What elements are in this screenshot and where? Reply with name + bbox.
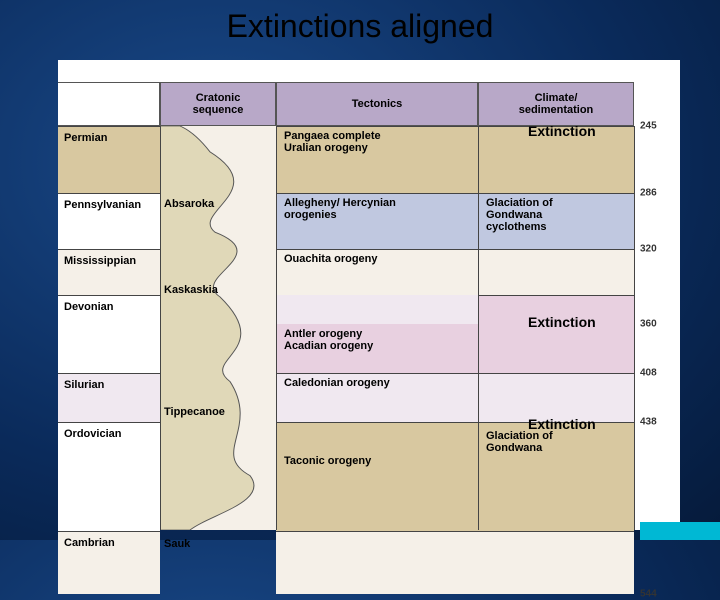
tectonics-label: Pangaea completeUralian orogeny (276, 126, 478, 154)
extinction-label: Extinction (528, 314, 596, 330)
tectonics-label: Ouachita orogeny (276, 249, 478, 265)
tectonics-band (276, 422, 478, 531)
age-label: 286 (640, 188, 657, 199)
climate-band (478, 531, 634, 594)
slide-title: Extinctions aligned (0, 0, 720, 51)
geologic-chart: Cratonicsequence Tectonics Climate/sedim… (58, 60, 680, 530)
tectonics-label: Antler orogenyAcadian orogeny (276, 324, 478, 352)
climate-label: Glaciation ofGondwanacyclothems (478, 193, 634, 233)
period-label: Permian (58, 132, 160, 144)
gridline (160, 126, 161, 530)
extinction-label: Extinction (528, 123, 596, 139)
period-label: Pennsylvanian (58, 199, 160, 211)
age-label: 544 (640, 589, 657, 600)
period-label: Ordovician (58, 428, 160, 440)
header-tectonics: Tectonics (276, 82, 478, 126)
age-label: 408 (640, 368, 657, 379)
period-label: Silurian (58, 379, 160, 391)
slide: Extinctions aligned Cratonicsequence Tec… (0, 0, 720, 540)
gridline (478, 126, 479, 530)
header-climate: Climate/sedimentation (478, 82, 634, 126)
climate-band (478, 249, 634, 295)
gridline (276, 126, 277, 530)
period-label: Cambrian (58, 537, 160, 549)
period-label: Mississippian (58, 255, 160, 267)
tectonics-label: Taconic orogeny (276, 451, 478, 467)
sequence-wedge (160, 126, 276, 530)
period-column: Permian Pennsylvanian Mississippian Devonia… (58, 126, 160, 530)
climate-band (478, 373, 634, 422)
extinction-label: Extinction (528, 416, 596, 432)
corner-accent (640, 522, 720, 540)
sequence-column: AbsarokaKaskaskiaTippecanoeSauk (160, 126, 276, 530)
tectonics-column: Pangaea completeUralian orogeny Allegheny… (276, 126, 478, 530)
header-cratonic: Cratonicsequence (160, 82, 276, 126)
climate-band (478, 295, 634, 373)
sequence-label: Absaroka (164, 198, 214, 210)
age-column: 245286320360408438505544 (634, 126, 674, 530)
tectonics-label: Allegheny/ Hercynianorogenies (276, 193, 478, 221)
tectonics-band (276, 531, 478, 594)
age-label: 438 (640, 417, 657, 428)
age-label: 320 (640, 244, 657, 255)
sequence-label: Kaskaskia (164, 284, 218, 296)
age-label: 245 (640, 121, 657, 132)
tectonics-subband (276, 295, 478, 324)
period-label: Devonian (58, 301, 160, 313)
period-header-blank (58, 82, 160, 126)
top-gap (58, 60, 680, 82)
tectonics-label: Caledonian orogeny (276, 373, 478, 389)
sequence-label: Tippecanoe (164, 406, 225, 418)
age-label: 360 (640, 319, 657, 330)
